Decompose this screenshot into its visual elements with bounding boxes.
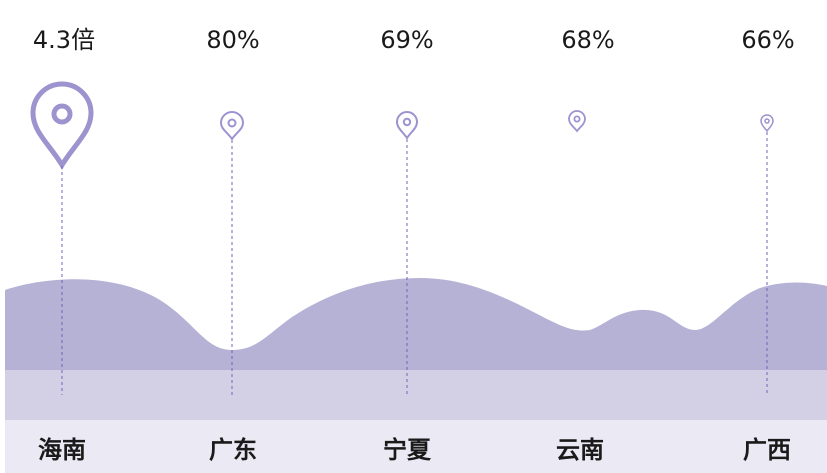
pin-dot <box>764 118 770 124</box>
region-label: 云南 <box>556 436 604 464</box>
ground-band <box>5 370 827 420</box>
region-label: 海南 <box>38 436 86 464</box>
value-label: 80% <box>206 26 259 54</box>
pin <box>219 111 245 141</box>
region-label: 广西 <box>743 436 791 464</box>
mountains <box>5 278 827 370</box>
region-label: 广东 <box>209 436 257 464</box>
region-label: 宁夏 <box>383 436 432 464</box>
pin-dot <box>402 117 412 127</box>
value-label: 66% <box>741 26 794 54</box>
value-label: 4.3倍 <box>33 26 95 54</box>
pin-dot <box>51 103 73 125</box>
value-label: 68% <box>561 26 614 54</box>
pins <box>30 81 774 395</box>
pin-dot <box>573 115 581 123</box>
pin <box>568 110 586 133</box>
pin <box>395 111 419 140</box>
pin <box>30 81 94 170</box>
pin <box>760 114 774 133</box>
pin-dot <box>227 118 237 128</box>
value-label: 69% <box>380 26 433 54</box>
label-band <box>5 420 827 473</box>
